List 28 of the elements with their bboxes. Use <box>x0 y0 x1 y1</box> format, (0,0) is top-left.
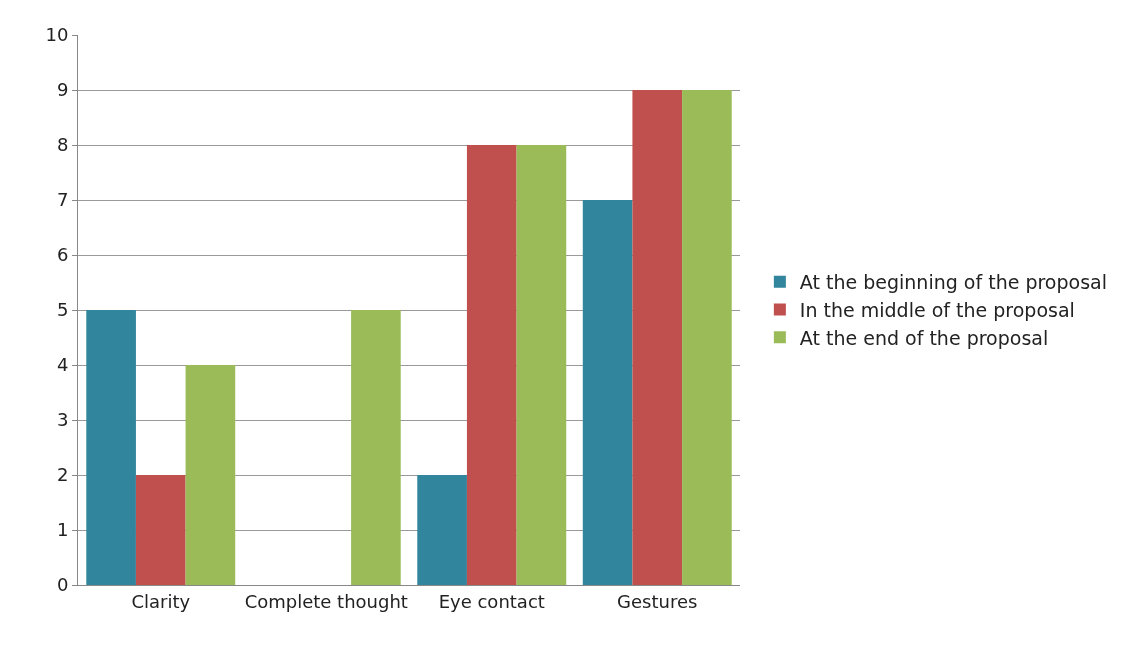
bar <box>682 90 732 585</box>
bar <box>466 145 517 585</box>
x-tick-label: Gestures <box>617 590 698 612</box>
y-tick-label: 2 <box>56 464 69 486</box>
y-tick-label: 0 <box>56 574 69 596</box>
legend-label: In the middle of the proposal <box>799 298 1075 321</box>
x-tick-label: Complete thought <box>244 590 408 612</box>
y-tick-label: 3 <box>56 409 69 431</box>
y-tick-label: 10 <box>45 24 69 46</box>
y-tick-label: 8 <box>56 134 69 156</box>
legend-label: At the beginning of the proposal <box>799 271 1107 294</box>
y-tick-label: 4 <box>56 354 69 376</box>
y-tick-label: 9 <box>56 79 69 101</box>
bar <box>582 200 633 585</box>
x-tick-label: Clarity <box>131 590 191 612</box>
x-tick-label: Eye contact <box>438 590 545 612</box>
bar <box>135 475 186 585</box>
bar <box>185 365 236 585</box>
bar <box>351 310 401 585</box>
y-tick-label: 5 <box>56 299 69 321</box>
bar <box>632 90 683 585</box>
legend-label: At the end of the proposal <box>799 326 1049 349</box>
bar <box>417 475 467 585</box>
bar <box>86 310 136 585</box>
bar <box>516 145 567 585</box>
y-tick-label: 6 <box>56 244 69 266</box>
y-tick-label: 7 <box>56 189 69 211</box>
y-tick-label: 1 <box>56 519 69 541</box>
